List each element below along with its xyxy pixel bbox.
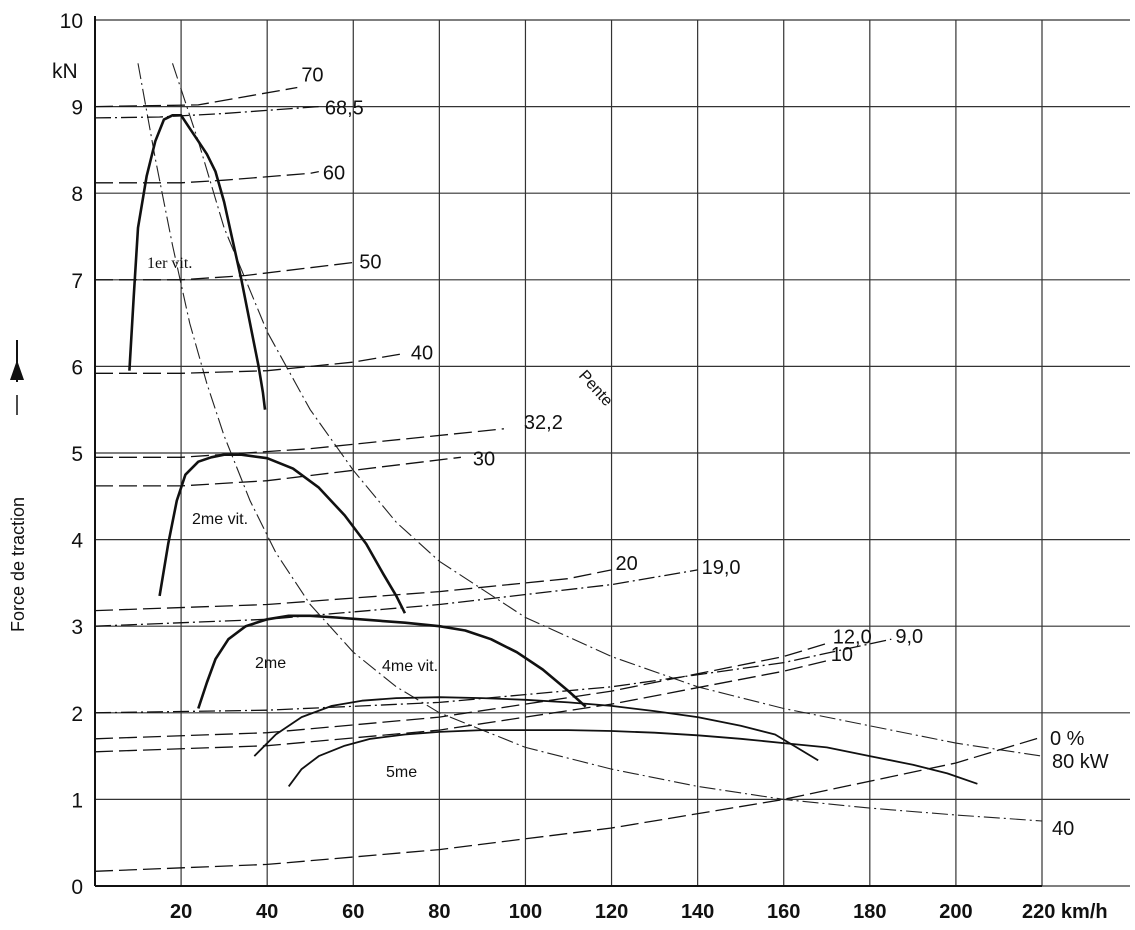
y-tick-label: 9 [71,97,83,120]
y-unit-label: kN [52,60,78,83]
gear-5-label: 5me [386,764,417,781]
grade-line-4 [95,352,406,374]
grade-label: 12,0 [833,627,872,649]
axes [94,16,1042,887]
grade-line-1 [94,105,319,119]
grade-line-10 [94,660,827,753]
gear-curves [128,114,978,787]
grade-label: 68,5 [325,98,364,120]
y-tick-label: 10 [60,10,83,33]
grade-label: 19,0 [702,557,741,579]
grade-line-5 [95,428,504,458]
x-tick-label: 100 [509,901,542,923]
grade-label: 30 [473,448,495,470]
gear-curve-2 [158,453,407,614]
gear-1-label: 1er vit. [147,255,192,272]
x-tick-label: 140 [681,901,714,923]
grade-line-6 [95,456,461,487]
grade-label: 70 [301,65,323,87]
x-tick-label: 180 [853,901,886,923]
gear-curve-1 [128,114,267,410]
grade-lines [94,86,1043,872]
power-label-40: 40 [1052,818,1074,840]
grade-label: 20 [616,553,638,575]
power-label-80kw: 80 kW [1052,751,1109,773]
grade-line-3 [95,261,354,281]
grade-line-7 [94,569,612,612]
y-axis-arrow-head [10,360,24,380]
y-axis-label: Force de traction [8,497,28,632]
gear-4-label: 4me vit. [382,658,438,675]
x-tick-label: 160 [767,901,800,923]
gear-2-label: 2me vit. [192,511,248,528]
grade-line-9 [94,642,827,740]
grade-line-8 [94,569,698,627]
x-tick-label: 200 [939,901,972,923]
x-tick-label: 60 [342,901,364,923]
gear-3-label: 2me [255,655,286,672]
grade-line-12 [94,736,1043,872]
y-axis-title: Force de traction [8,340,28,632]
gear-curve-3 [197,614,587,709]
grade-label: 40 [411,342,433,364]
grade-line-0 [94,86,298,108]
grade-label: 0 % [1050,728,1085,750]
grade-label: 60 [323,163,345,185]
grade-label: 10 [831,644,853,666]
gear-curve-4 [253,696,819,762]
grade-line-11 [94,638,892,714]
y-tick-label: 4 [71,530,83,553]
grade-line-2 [95,170,319,184]
y-tick-label: 5 [71,443,83,466]
y-tick-label: 1 [71,789,83,812]
y-tick-label: 2 [71,703,83,726]
x-tick-label: 40 [256,901,278,923]
x-tick-label-unit: 220 km/h [1022,901,1108,923]
y-tick-label: 3 [71,616,83,639]
grade-label: 32,2 [524,412,563,434]
y-tick-label: 6 [71,356,83,379]
x-tick-label: 20 [170,901,192,923]
grade-label: 9,0 [895,626,923,648]
power-curve-1 [137,63,1043,822]
x-tick-label: 120 [595,901,628,923]
x-tick-label: 80 [428,901,450,923]
y-tick-label: 7 [71,270,83,293]
y-tick-label: 0 [71,876,83,899]
grade-label: 50 [359,251,381,273]
tick-labels: 0 1 2 3 4 5 6 7 8 9 10 20 40 60 80 100 120 140 160 180 200 22… [60,10,1108,923]
gear-curve-5 [287,729,978,787]
grid-lines [95,19,1130,887]
y-tick-label: 8 [71,183,83,206]
